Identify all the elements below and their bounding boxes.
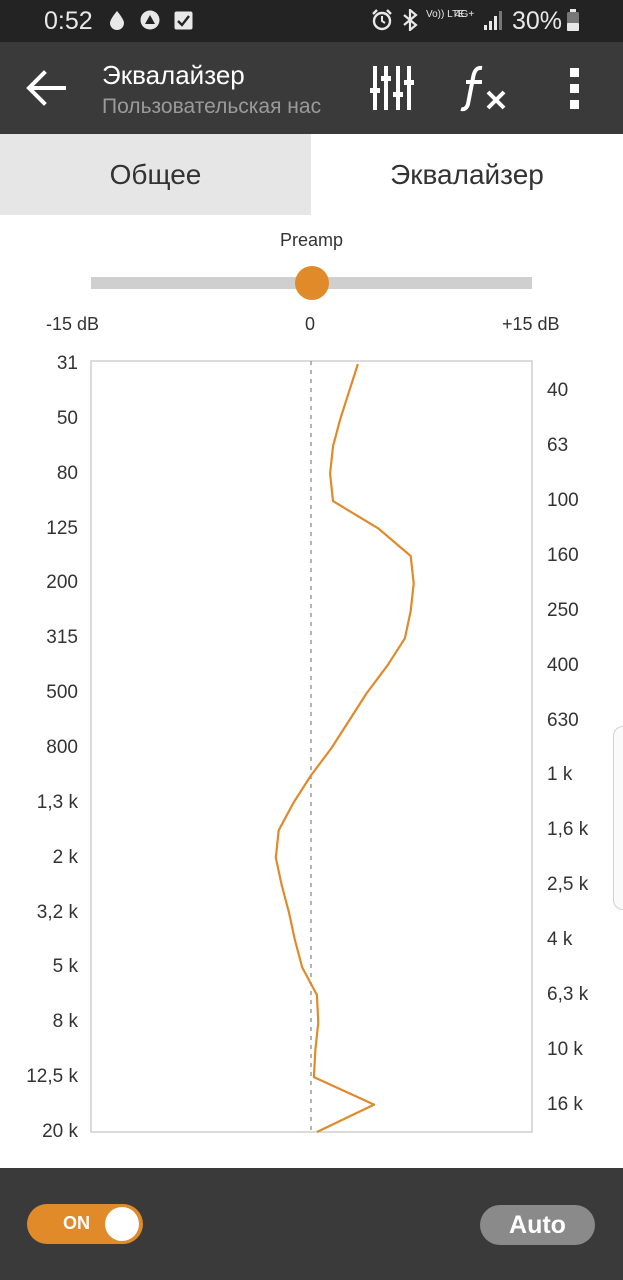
sliders-icon[interactable] <box>366 62 418 114</box>
status-bar: 0:52 Vo)) LTE 4G+ 30% <box>0 0 623 42</box>
band-label: 40 <box>547 380 569 402</box>
band-label: 16 k <box>547 1093 583 1115</box>
band-label: 800 <box>46 737 78 758</box>
toggle-knob <box>105 1207 139 1241</box>
scale-zero-label: 0 <box>305 314 316 334</box>
tab-equalizer[interactable]: Эквалайзер <box>311 134 623 215</box>
scale-max-label: +15 dB <box>502 314 560 334</box>
back-arrow-icon[interactable] <box>22 64 70 112</box>
battery-percent: 30% <box>512 7 563 35</box>
signal-icon <box>483 9 505 31</box>
fx-icon[interactable] <box>458 62 510 114</box>
band-label: 1,6 k <box>547 819 589 841</box>
4g-icon: 4G+ <box>455 9 475 20</box>
band-label: 20 k <box>42 1121 78 1142</box>
preamp-label: Preamp <box>279 230 344 250</box>
bottom-bar: ON Auto <box>0 1168 623 1280</box>
auto-button[interactable]: Auto <box>480 1205 595 1245</box>
band-label: 31 <box>56 353 78 374</box>
alarm-icon <box>371 9 393 31</box>
scroll-handle[interactable] <box>613 726 623 910</box>
volte-icon: Vo)) LTE <box>426 9 465 20</box>
band-label: 1,3 k <box>36 791 78 813</box>
band-label: 63 <box>547 435 569 457</box>
app-bar: Эквалайзер Пользовательская нас <box>0 42 623 134</box>
band-label: 5 k <box>52 956 78 978</box>
more-vert-icon[interactable] <box>560 62 590 114</box>
band-label: 1 k <box>547 764 573 786</box>
band-label: 500 <box>46 682 78 704</box>
scale-min-label: -15 dB <box>46 314 100 334</box>
preamp-slider-thumb[interactable] <box>295 266 329 300</box>
band-label: 200 <box>46 572 78 594</box>
band-label: 10 k <box>547 1038 583 1060</box>
equalizer-curve-canvas[interactable] <box>0 350 623 1150</box>
toggle-label: ON <box>63 1213 90 1233</box>
band-label: 125 <box>46 517 78 539</box>
band-label: 100 <box>547 490 579 512</box>
tab-general[interactable]: Общее <box>0 134 311 215</box>
tab-bar: Общее Эквалайзер <box>0 134 623 215</box>
drop-icon <box>106 9 128 31</box>
band-label: 4 k <box>547 929 573 950</box>
check-square-icon <box>172 9 194 31</box>
battery-icon <box>562 9 584 31</box>
preset-subtitle[interactable]: Пользовательская нас <box>102 95 322 118</box>
equalizer-graph[interactable]: 31 40 50 63 80 100 125 160 200 250 315 400 500 630 800… <box>0 350 623 1150</box>
graph-frame <box>90 360 533 1133</box>
bluetooth-icon <box>399 9 421 31</box>
band-label: 400 <box>547 654 579 676</box>
band-label: 3,2 k <box>36 901 78 923</box>
band-label: 2 k <box>52 846 78 868</box>
band-label: 250 <box>547 599 579 621</box>
status-time: 0:52 <box>44 7 93 35</box>
band-label: 6,3 k <box>547 983 589 1005</box>
equalizer-curve[interactable] <box>274 363 415 1133</box>
band-label: 80 <box>56 462 78 484</box>
band-label: 315 <box>46 627 78 649</box>
power-toggle[interactable]: ON <box>27 1204 143 1244</box>
page-title: Эквалайзер <box>102 60 245 90</box>
band-label: 8 k <box>52 1011 78 1033</box>
band-label: 160 <box>547 545 579 566</box>
band-label: 630 <box>547 709 579 731</box>
triangle-icon <box>139 9 161 31</box>
band-label: 2,5 k <box>547 874 589 896</box>
band-label: 12,5 k <box>26 1066 78 1088</box>
band-label: 50 <box>56 407 78 429</box>
